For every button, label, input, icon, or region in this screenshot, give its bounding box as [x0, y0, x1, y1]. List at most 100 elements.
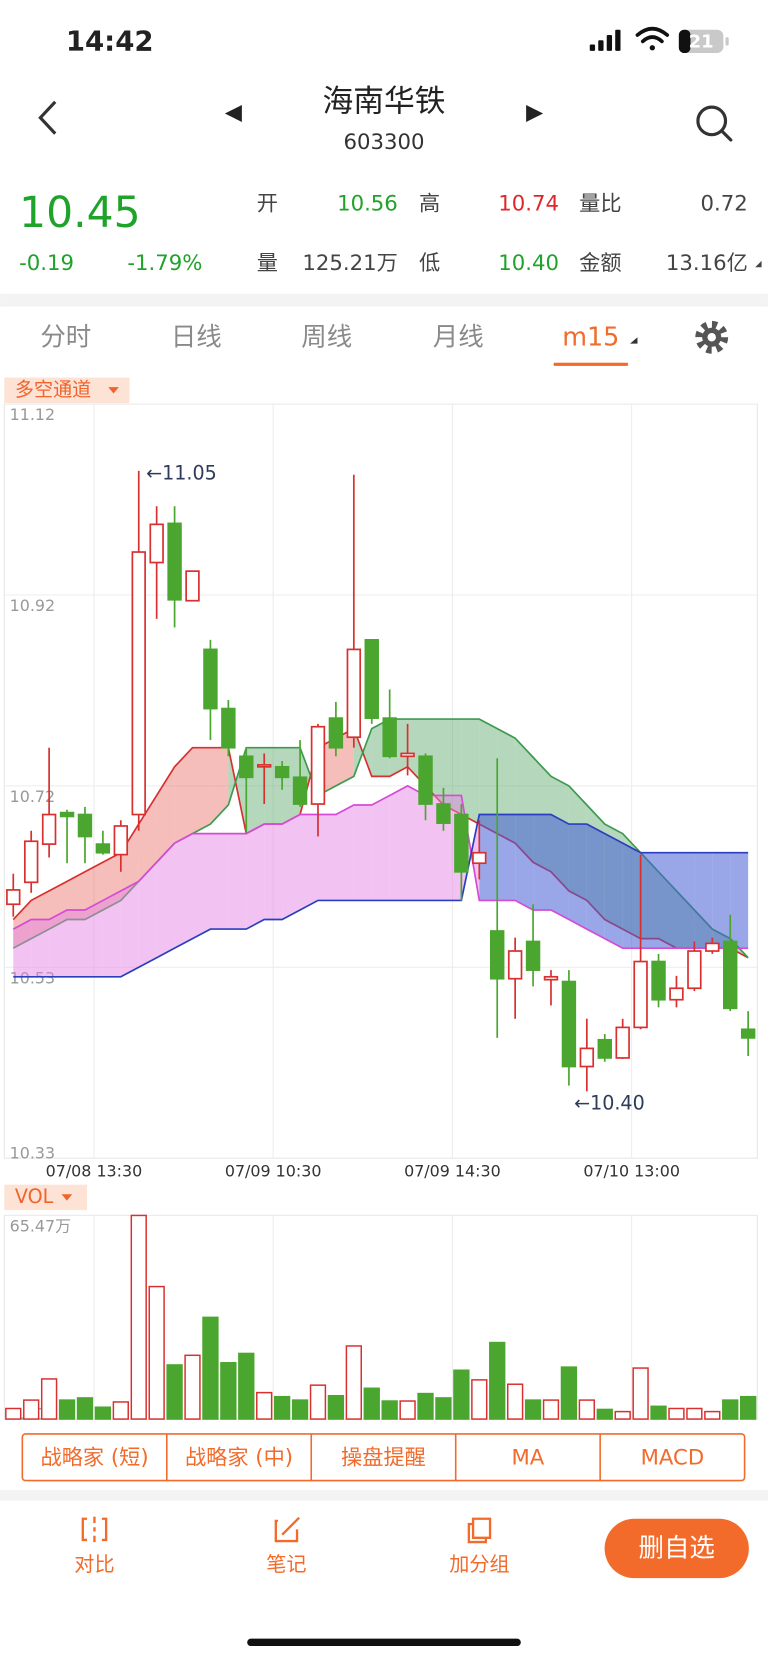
field-value: 13.16亿	[666, 251, 748, 276]
candle-body	[490, 930, 505, 980]
period-dropdown[interactable]	[630, 337, 638, 344]
remove-watchlist-button[interactable]	[604, 1518, 749, 1579]
channel-fill	[13, 919, 32, 977]
candle-body	[328, 717, 344, 749]
indicator-name[interactable]: 多空通道	[15, 378, 91, 401]
volume-bar	[345, 1345, 362, 1420]
channel-fill	[102, 852, 121, 910]
candle-body	[543, 975, 559, 981]
candle-body	[507, 950, 523, 980]
channel-fill	[174, 833, 193, 949]
more-indicator	[755, 260, 762, 268]
volume-bar	[202, 1316, 219, 1420]
note-icon[interactable]	[274, 1516, 300, 1543]
volume-bar	[578, 1399, 596, 1420]
channel-fill	[192, 747, 211, 834]
candle-body	[77, 813, 93, 838]
candle-body	[6, 889, 21, 906]
channel-fill	[174, 747, 193, 844]
candle-body	[203, 648, 218, 710]
x-tick-label: 07/09 10:30	[225, 1161, 322, 1180]
channel-fill	[407, 785, 426, 901]
period-tab[interactable]: 日线	[171, 322, 222, 352]
channel-fill	[84, 900, 103, 977]
channel-fill	[300, 814, 318, 910]
bottom-action[interactable]: 加分组	[449, 1552, 509, 1576]
search-button[interactable]	[696, 105, 733, 142]
next-stock[interactable]	[526, 104, 544, 122]
volume-bar	[489, 1341, 506, 1420]
volume-bar	[58, 1399, 76, 1420]
channel-fill	[84, 862, 103, 920]
volume-bar	[399, 1400, 416, 1420]
channel-fill	[622, 843, 641, 949]
candle-body	[454, 813, 469, 873]
channel-fill	[156, 843, 175, 958]
candle-body	[185, 570, 200, 602]
candle-body	[723, 940, 738, 1010]
period-tab[interactable]: 周线	[301, 322, 352, 352]
x-tick-label: 07/09 14:30	[404, 1161, 501, 1180]
indicator-button[interactable]: MA	[512, 1445, 545, 1470]
candle-body	[633, 960, 648, 1029]
period-tab[interactable]: 分时	[40, 322, 91, 352]
indicator-button[interactable]: 操盘提醒	[341, 1445, 426, 1470]
candle-body	[59, 811, 75, 818]
volume-bar	[506, 1383, 524, 1420]
vol-name[interactable]: VOL	[15, 1185, 54, 1208]
channel-fill	[461, 719, 480, 825]
candle-body	[167, 522, 182, 601]
volume-bar	[363, 1387, 380, 1420]
low-annotation: ←10.40	[574, 1092, 645, 1115]
indicator-button[interactable]: 战略家 (中)	[185, 1445, 293, 1470]
field-label: 开	[257, 192, 278, 217]
volume-bar	[238, 1352, 255, 1420]
vol-tag[interactable]	[4, 1184, 88, 1211]
channel-fill	[353, 804, 372, 901]
channel-fill	[712, 852, 731, 949]
volume-bar	[130, 1214, 147, 1420]
bottom-action[interactable]: 对比	[74, 1552, 114, 1576]
candle-body	[597, 1038, 612, 1059]
indicator-button[interactable]: 战略家 (短)	[41, 1445, 149, 1470]
volume-bar	[273, 1395, 291, 1420]
volume-bar	[94, 1406, 112, 1420]
channel-fill	[730, 852, 749, 949]
vol-dropdown[interactable]	[61, 1194, 73, 1201]
tab-underline	[553, 362, 628, 366]
remove-watchlist-label[interactable]: 删自选	[639, 1534, 715, 1564]
candle-body	[364, 639, 379, 719]
channel-fill	[49, 909, 68, 977]
volume-bar	[560, 1366, 578, 1420]
channel-fill	[371, 795, 390, 901]
price-change: -0.19	[19, 251, 74, 276]
channel-fill	[497, 814, 516, 901]
indicator-button[interactable]: MACD	[641, 1445, 705, 1470]
volume-bar	[166, 1364, 183, 1420]
candle-body	[687, 950, 702, 990]
channel-fill	[120, 881, 139, 977]
y-tick-label: 10.92	[10, 596, 56, 615]
prev-stock[interactable]	[224, 104, 242, 122]
group-icon[interactable]	[467, 1517, 492, 1544]
bottom-action[interactable]: 笔记	[266, 1552, 306, 1576]
volume-bar	[381, 1400, 398, 1420]
compare-icon[interactable]	[81, 1516, 108, 1543]
indicator-tag[interactable]	[4, 377, 130, 404]
back-button[interactable]	[38, 100, 57, 135]
period-tab[interactable]: m15	[562, 322, 619, 352]
channel-fill	[443, 719, 462, 815]
settings-button[interactable]	[695, 320, 729, 354]
stock-code: 603300	[344, 130, 425, 155]
divider	[0, 293, 768, 307]
channel-fill	[120, 824, 139, 901]
indicator-dropdown[interactable]	[108, 387, 119, 394]
period-tab[interactable]: 月线	[433, 322, 484, 352]
candle-body	[113, 825, 129, 856]
volume-bar	[524, 1399, 542, 1420]
candle-body	[149, 523, 164, 564]
channel-fill	[389, 785, 408, 901]
battery-icon: 21	[678, 29, 729, 54]
volume-bar	[650, 1405, 667, 1420]
y-tick-label: 10.33	[10, 1143, 56, 1162]
